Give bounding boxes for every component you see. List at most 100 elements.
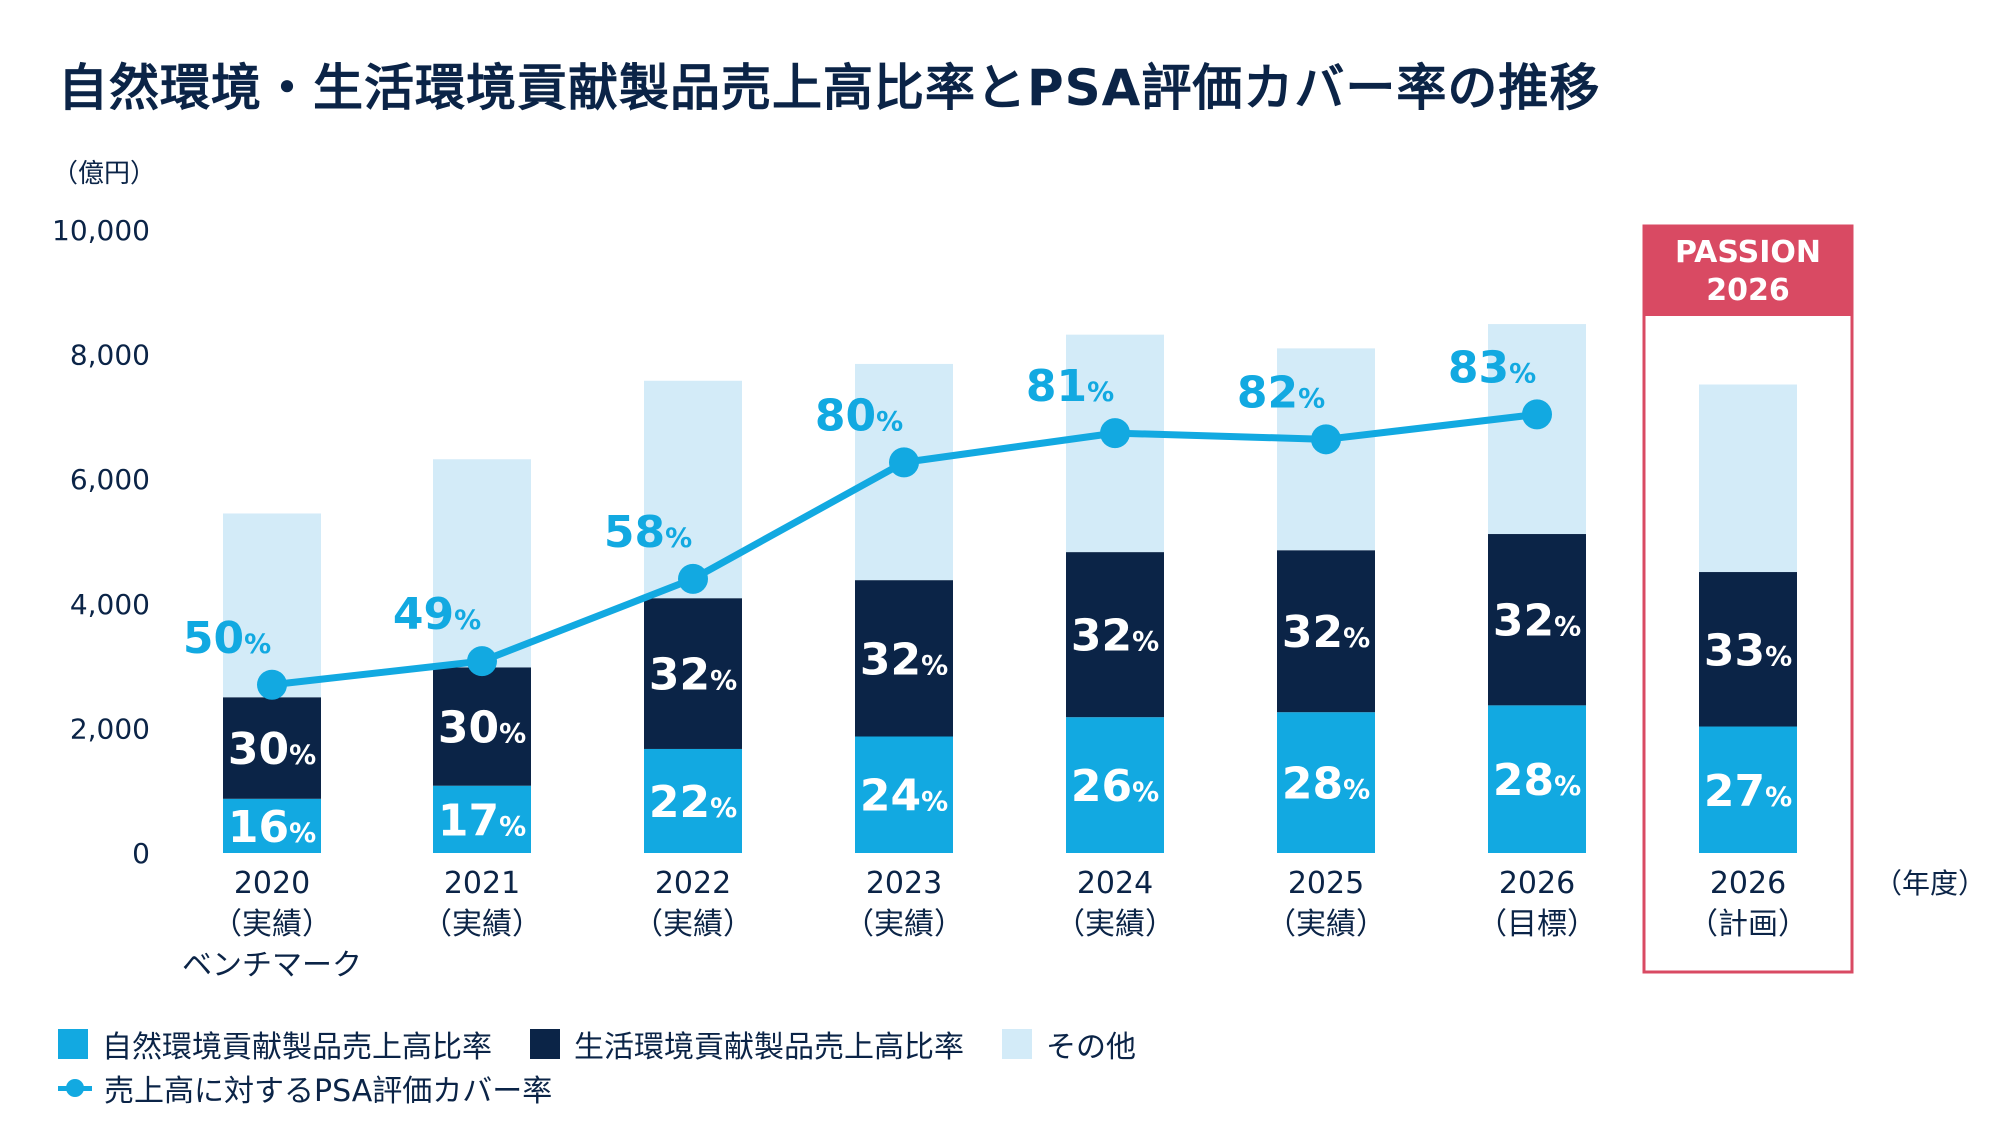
natural-pct-label: 24% [860, 771, 948, 822]
legend-swatch-living [530, 1029, 560, 1059]
natural-pct-label: 27% [1704, 766, 1792, 817]
coverage-pct-label-pct: % [876, 406, 903, 437]
coverage-pct-label-value: 83 [1448, 342, 1509, 393]
x-tick-label: 2024 [1077, 866, 1153, 901]
coverage-pct-label: 82% [1237, 367, 1325, 418]
coverage-pct-label: 81% [1026, 361, 1114, 412]
x-tick-label: （実績） [633, 907, 753, 942]
x-tick-label: 2023 [866, 866, 942, 901]
living-pct-label-value: 32 [860, 634, 921, 685]
bar-living [644, 598, 742, 749]
coverage-pct-label-pct: % [1298, 383, 1325, 414]
legend-item-natural: 自然環境貢献製品売上高比率 [58, 1022, 492, 1066]
natural-pct-label-pct: % [1343, 775, 1370, 806]
passion-label-line1: PASSION [1675, 235, 1821, 270]
coverage-pct-label-pct: % [454, 605, 481, 636]
living-pct-label-pct: % [710, 666, 737, 697]
living-pct-label: 33% [1704, 625, 1792, 676]
living-pct-label-pct: % [1554, 612, 1581, 643]
y-tick-label: 10,000 [52, 214, 150, 247]
bar-natural [223, 798, 321, 853]
natural-pct-label-value: 24 [860, 771, 921, 822]
living-pct-label: 32% [1282, 607, 1370, 658]
coverage-pct-label-pct: % [1509, 358, 1536, 389]
labels-group: 16%30%17%30%22%32%24%32%26%32%28%32%28%3… [183, 342, 1792, 852]
x-tick-label: 2021 [444, 866, 520, 901]
bar-living [1066, 552, 1164, 718]
coverage-point [678, 563, 708, 594]
x-tick-label: （実績） [1055, 907, 1175, 942]
legend-label-living: 生活環境貢献製品売上高比率 [574, 1030, 964, 1065]
natural-pct-label: 22% [649, 777, 737, 828]
natural-pct-label-value: 17 [438, 795, 499, 846]
coverage-pct-label-value: 80 [815, 390, 876, 441]
legend-swatch-natural [58, 1029, 88, 1059]
y-tick-label: 6,000 [70, 463, 150, 496]
x-tick-label: 2020 [234, 866, 310, 901]
coverage-line-group [257, 399, 1552, 700]
coverage-pct-label-pct: % [244, 629, 271, 660]
bar-living [1488, 534, 1586, 706]
y-unit-label: （億円） [52, 159, 156, 189]
coverage-pct-label: 49% [393, 589, 481, 640]
x-tick-label: （実績） [422, 907, 542, 942]
coverage-pct-label: 80% [815, 390, 903, 441]
bar-living [855, 580, 953, 737]
y-tick-label: 0 [132, 837, 150, 870]
bar-natural [433, 785, 531, 853]
legend-label-line: 売上高に対するPSA評価カバー率 [104, 1074, 553, 1109]
living-pct-label-value: 32 [649, 650, 710, 701]
legend-item-living: 生活環境貢献製品売上高比率 [530, 1022, 964, 1066]
legend-row-1: 自然環境貢献製品売上高比率 生活環境貢献製品売上高比率 その他 [58, 1022, 1174, 1066]
natural-pct-label-value: 22 [649, 777, 710, 828]
natural-pct-label-pct: % [499, 811, 526, 842]
living-pct-label: 32% [1071, 611, 1159, 662]
x-tick-label: （実績） [1266, 907, 1386, 942]
living-pct-label-pct: % [1765, 641, 1792, 672]
bar-natural [1066, 717, 1164, 853]
legend-label-other: その他 [1046, 1030, 1136, 1065]
x-tick-label: ベンチマーク [182, 948, 362, 983]
x-tick-label: （計画） [1688, 907, 1808, 942]
living-pct-label-pct: % [289, 740, 316, 771]
bar-other [1699, 384, 1797, 573]
living-pct-label: 32% [1493, 596, 1581, 647]
legend-item-other: その他 [1002, 1022, 1136, 1066]
natural-pct-label-pct: % [710, 793, 737, 824]
natural-pct-label-value: 28 [1493, 755, 1554, 806]
legend-swatch-other [1002, 1029, 1032, 1059]
bar-natural [855, 736, 953, 853]
y-tick-label: 8,000 [70, 339, 150, 372]
coverage-pct-label-value: 58 [604, 507, 665, 558]
coverage-pct-label: 58% [604, 507, 692, 558]
bar-other [223, 513, 321, 698]
x-tick-label: （実績） [212, 907, 332, 942]
living-pct-label: 30% [228, 724, 316, 775]
bar-natural [1488, 705, 1586, 853]
legend: 自然環境貢献製品売上高比率 生活環境貢献製品売上高比率 その他 売上高に対するP… [58, 1022, 1174, 1110]
passion-header [1644, 226, 1852, 316]
coverage-pct-label-value: 50 [183, 613, 244, 664]
living-pct-label-value: 30 [438, 703, 499, 754]
bar-living [1277, 550, 1375, 713]
x-tick-label: 2026 [1499, 866, 1575, 901]
coverage-pct-label: 50% [183, 613, 271, 664]
coverage-point [257, 669, 287, 700]
bar-natural [1699, 726, 1797, 853]
natural-pct-label-pct: % [1554, 771, 1581, 802]
bar-natural [644, 748, 742, 853]
y-tick-label: 2,000 [70, 712, 150, 745]
natural-pct-label: 26% [1071, 761, 1159, 812]
bar-natural [1277, 712, 1375, 853]
bar-living [1699, 572, 1797, 727]
living-pct-label-pct: % [1132, 627, 1159, 658]
chart-title: 自然環境・生活環境貢献製品売上高比率とPSA評価カバー率の推移 [58, 59, 1601, 117]
natural-pct-label: 16% [228, 802, 316, 853]
x-tick-label: （実績） [844, 907, 964, 942]
x-tick-label: 2022 [655, 866, 731, 901]
living-pct-label-pct: % [921, 650, 948, 681]
x-tick-label: （目標） [1477, 907, 1597, 942]
x-axis-unit-label: （年度） [1874, 867, 1986, 900]
coverage-pct-label-value: 82 [1237, 367, 1298, 418]
